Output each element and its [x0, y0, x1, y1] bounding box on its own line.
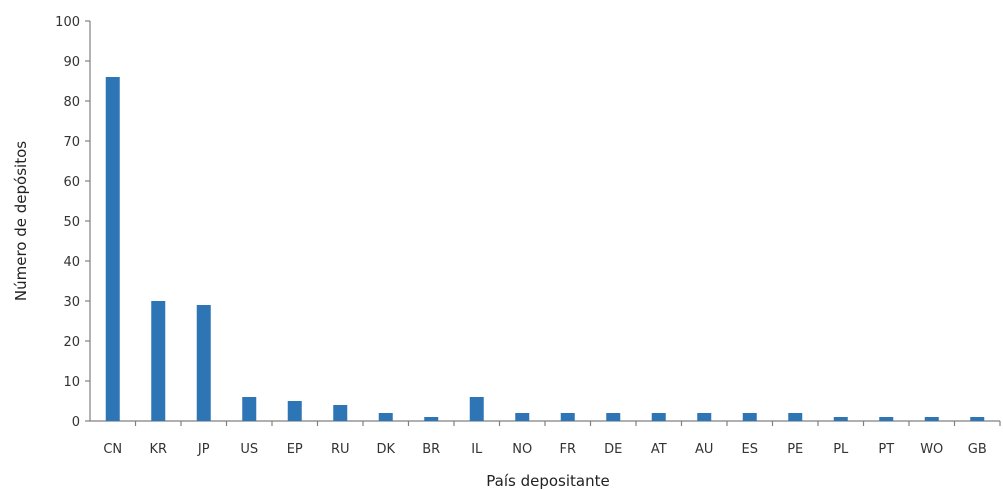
y-axis-title: Número de depósitos — [12, 141, 30, 301]
x-tick-label: PT — [878, 442, 894, 457]
y-tick-label: 0 — [72, 415, 80, 430]
bar-pl — [833, 417, 848, 421]
bar-ru — [333, 405, 348, 421]
bar-cn — [105, 77, 120, 421]
y-tick-label: 50 — [63, 215, 80, 230]
bar-jp — [196, 305, 211, 421]
x-tick-label: ES — [742, 442, 758, 457]
y-tick-label: 100 — [55, 15, 80, 30]
bar-pe — [788, 413, 803, 421]
y-tick-label: 60 — [63, 175, 80, 190]
bar-de — [606, 413, 621, 421]
x-tick-label: US — [240, 442, 258, 457]
bar-no — [515, 413, 530, 421]
bar-au — [697, 413, 712, 421]
x-tick-label: FR — [559, 442, 576, 457]
y-tick-label: 20 — [63, 335, 80, 350]
bar-kr — [151, 301, 166, 421]
x-tick-label: RU — [331, 442, 350, 457]
x-tick-label: KR — [149, 442, 167, 457]
bar-dk — [378, 413, 393, 421]
bar-at — [651, 413, 666, 421]
bar-fr — [560, 413, 575, 421]
x-tick-label: EP — [287, 442, 303, 457]
x-axis: CN KR JP US EP RU DK BR IL NO FR DE AT AU ES PE PL PT WO GB — [90, 420, 1001, 457]
x-tick-label: CN — [103, 442, 122, 457]
bar-ep — [287, 401, 302, 421]
bars — [105, 77, 985, 421]
x-tick-label: PL — [833, 442, 849, 457]
x-tick-label: IL — [471, 442, 483, 457]
x-tick-label: NO — [512, 442, 532, 457]
x-tick-label: PE — [787, 442, 803, 457]
bar-gb — [970, 417, 985, 421]
x-tick-label: BR — [422, 442, 440, 457]
bar-br — [424, 417, 439, 421]
y-axis: 0 10 20 30 40 50 60 70 80 90 100 — [55, 15, 91, 430]
x-tick-label: DK — [376, 442, 395, 457]
y-tick-label: 40 — [63, 255, 80, 270]
x-tick-label: AU — [695, 442, 713, 457]
x-tick-label: GB — [968, 442, 987, 457]
x-tick-label: JP — [197, 442, 210, 457]
x-tick-label: AT — [651, 442, 667, 457]
x-tick-label: DE — [604, 442, 622, 457]
bar-wo — [924, 417, 939, 421]
bar-il — [469, 397, 484, 421]
bar-es — [742, 413, 757, 421]
y-tick-label: 30 — [63, 295, 80, 310]
x-tick-label: WO — [920, 442, 943, 457]
y-tick-label: 70 — [63, 135, 80, 150]
y-tick-label: 90 — [63, 55, 80, 70]
x-axis-title: País depositante — [486, 472, 609, 490]
y-tick-label: 10 — [63, 375, 80, 390]
bar-pt — [879, 417, 894, 421]
bar-us — [242, 397, 257, 421]
y-tick-label: 80 — [63, 95, 80, 110]
